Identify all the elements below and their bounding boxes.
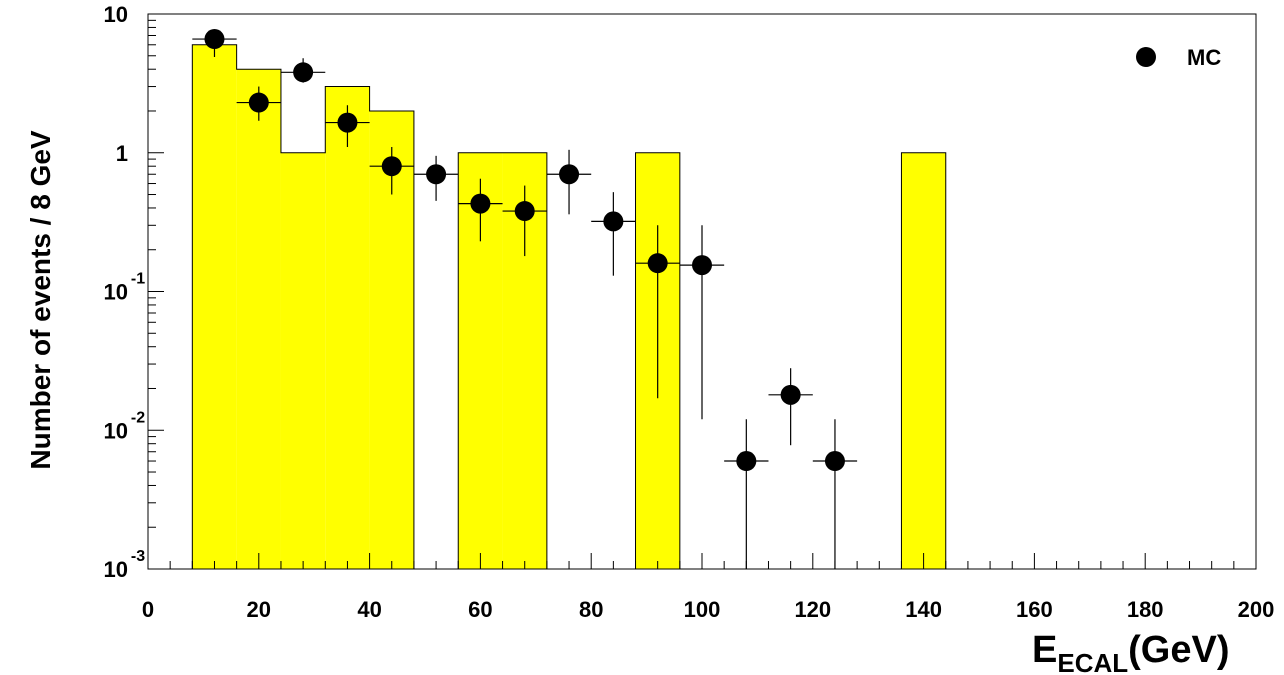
x-tick-label: 200 (1238, 597, 1275, 622)
mc-point-12 (736, 451, 757, 472)
x-tick-label: 180 (1127, 597, 1164, 622)
y-tick-label: 10 (104, 2, 128, 27)
histogram-bar-2 (280, 152, 326, 569)
x-axis-label-main: E (1032, 629, 1057, 671)
histogram-bar-8 (901, 152, 946, 569)
tick-labels: 0 20 40 60 80 100 120 140 160 180 20010-310-210-11… (104, 2, 1275, 622)
mc-point-4 (381, 156, 402, 177)
x-tick-label: 0 (142, 597, 154, 622)
y-tick-exponent: -1 (131, 271, 145, 288)
x-tick-label: 140 (905, 597, 942, 622)
mc-point-3 (337, 112, 358, 133)
legend-marker (1136, 47, 1156, 67)
legend-label-mc: MC (1187, 45, 1221, 70)
histogram-bars (191, 44, 947, 570)
x-tick-label: 80 (579, 597, 603, 622)
x-axis-label-sub: ECAL (1057, 648, 1128, 675)
mc-point-9 (603, 211, 624, 232)
mc-point-5 (426, 164, 447, 185)
axes (147, 13, 1257, 570)
y-tick-label: 1 (116, 141, 128, 166)
x-axis-label-unit: (GeV) (1128, 629, 1229, 671)
legend: MC (1136, 45, 1221, 70)
x-tick-label: 120 (794, 597, 831, 622)
mc-point-8 (559, 164, 580, 185)
mc-point-2 (293, 62, 314, 83)
y-axis-label: Number of events / 8 GeV (25, 130, 56, 470)
histogram-bar-0 (192, 44, 237, 570)
mc-point-10 (647, 253, 668, 274)
mc-point-0 (204, 29, 225, 50)
mc-point-13 (780, 384, 801, 405)
y-tick-label: 10 (104, 418, 128, 443)
x-tick-label: 100 (684, 597, 721, 622)
y-tick-label: 10 (104, 280, 128, 305)
y-tick-exponent: -3 (131, 548, 145, 565)
mc-points (192, 29, 858, 569)
histogram-outline (191, 44, 947, 569)
x-tick-label: 20 (247, 597, 271, 622)
histogram-bar-1 (236, 69, 281, 570)
mc-point-11 (692, 255, 712, 276)
mc-point-14 (824, 451, 845, 472)
mc-point-6 (470, 193, 491, 214)
x-tick-label: 160 (1016, 597, 1053, 622)
x-tick-label: 40 (357, 597, 381, 622)
histogram-bar-3 (325, 86, 370, 569)
mc-point-7 (514, 201, 535, 222)
x-tick-label: 60 (468, 597, 492, 622)
y-tick-label: 10 (104, 557, 128, 582)
x-axis-label: EECAL(GeV) (1032, 629, 1230, 675)
y-tick-exponent: -2 (131, 409, 145, 426)
mc-point-1 (248, 92, 269, 113)
